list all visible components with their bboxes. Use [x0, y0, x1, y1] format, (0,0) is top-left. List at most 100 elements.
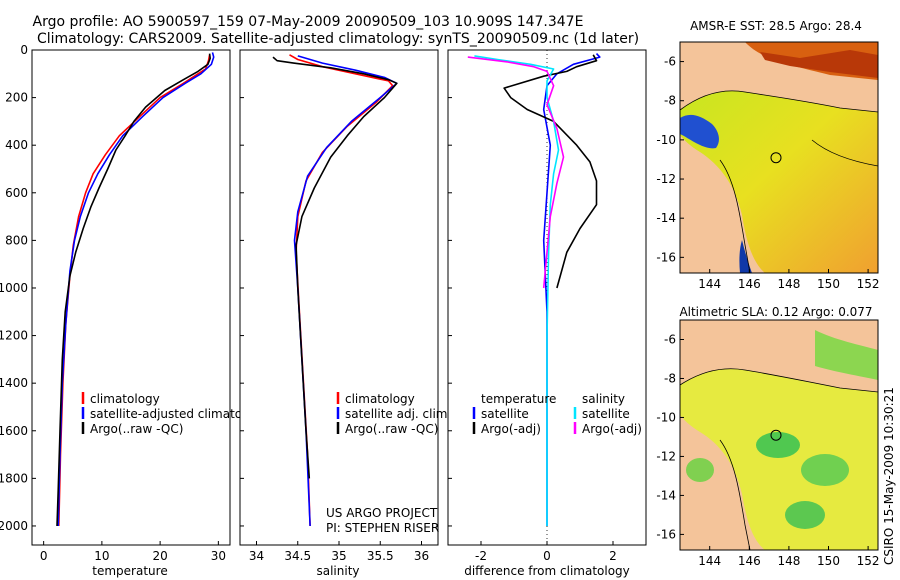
x-tick-label: 150	[817, 554, 840, 568]
y-tick-label: 1800	[0, 471, 28, 485]
sst-map-title: AMSR-E SST: 28.5 Argo: 28.4	[690, 19, 862, 33]
temperature-xlabel: temperature	[92, 564, 167, 578]
x-tick-label: 0	[40, 549, 48, 563]
salinity-series	[272, 54, 398, 527]
series-line-satellite-adjusted-climatology	[57, 52, 215, 527]
sla-map-ticks: 144 146 148 150 152 -6 -8 -10 -12 -14 -16	[656, 332, 879, 568]
csiro-timestamp: CSIRO 15-May-2009 10:30:21	[882, 387, 896, 565]
float-position-marker	[770, 152, 782, 164]
y-tick-label: 1000	[0, 281, 28, 295]
y-tick-label: -10	[656, 410, 676, 424]
x-tick-label: 148	[777, 277, 800, 291]
legend-satellite-adjusted: satellite-adjusted climatology	[90, 407, 268, 421]
y-tick-label: 1200	[0, 329, 28, 343]
x-tick-label: 146	[738, 277, 761, 291]
temperature-series	[56, 52, 215, 527]
x-tick-label: 34	[249, 549, 264, 563]
sla-eddy-west	[686, 458, 714, 482]
legend-argo: Argo(..raw -QC)	[345, 422, 438, 436]
temperature-panel: 0 10 20 30 0 200 400 600 800 1000 1200 1400 1600 1800…	[0, 43, 268, 578]
difference-legend: temperature satellite Argo(-adj) salinit…	[472, 392, 642, 436]
temperature-axes	[31, 49, 231, 546]
y-tick-label: 1600	[0, 424, 28, 438]
y-tick-label: 200	[5, 91, 28, 105]
y-tick-label: -8	[664, 371, 676, 385]
difference-series	[467, 53, 601, 526]
sst-map-panel: AMSR-E SST: 28.5 Argo: 28.4 144 146 148 150…	[656, 19, 879, 291]
legend-salinity-heading: salinity	[582, 392, 625, 406]
legend-temp-argo: Argo(-adj)	[481, 422, 541, 436]
y-tick-label: 600	[5, 186, 28, 200]
salinity-ticks: 34 34.5 35 35.5 36	[240, 49, 429, 563]
temperature-legend: climatology satellite-adjusted climatolo…	[81, 392, 268, 436]
sla-map-axes	[679, 319, 879, 551]
y-tick-label: -16	[656, 250, 676, 264]
y-tick-label: -12	[656, 172, 676, 186]
series-line-argo-raw-qc	[56, 53, 211, 527]
x-tick-label: 0	[543, 549, 551, 563]
x-tick-label: 35	[331, 549, 346, 563]
sla-eddy-south	[785, 501, 825, 529]
x-tick-label: 146	[738, 554, 761, 568]
y-tick-label: -12	[656, 449, 676, 463]
y-tick-label: -16	[656, 527, 676, 541]
legend-argo: Argo(..raw -QC)	[90, 422, 183, 436]
sst-cool-patch	[680, 114, 719, 149]
salinity-panel: 34 34.5 35 35.5 36 salinity climatology sate…	[239, 49, 451, 578]
x-tick-label: 2	[609, 549, 617, 563]
y-tick-label: -8	[664, 94, 676, 108]
legend-climatology: climatology	[345, 392, 415, 406]
x-tick-label: 20	[152, 549, 167, 563]
y-tick-label: 800	[5, 233, 28, 247]
x-tick-label: 150	[817, 277, 840, 291]
sla-map-image	[680, 320, 878, 550]
sla-map-title: Altimetric SLA: 0.12 Argo: 0.077	[679, 305, 872, 319]
y-tick-label: 400	[5, 138, 28, 152]
y-tick-label: -6	[664, 332, 676, 346]
x-tick-label: -2	[475, 549, 487, 563]
sla-north-anomaly	[815, 330, 878, 380]
header-line-1: Argo profile: AO 5900597_159 07-May-2009…	[33, 14, 584, 30]
salinity-legend: climatology satellite adj. clim. Argo(..…	[336, 392, 451, 436]
header-line-2: Climatology: CARS2009. Satellite-adjuste…	[37, 31, 639, 47]
x-tick-label: 148	[777, 554, 800, 568]
x-tick-label: 144	[698, 277, 721, 291]
legend-temperature-heading: temperature	[481, 392, 556, 406]
x-tick-label: 30	[211, 549, 226, 563]
sst-depth-contour	[719, 159, 751, 273]
sla-ocean-field	[680, 368, 878, 550]
sst-ocean-field	[680, 90, 878, 273]
difference-panel: -2 0 2 difference from climatology tempera…	[447, 49, 647, 578]
float-position-marker	[770, 429, 782, 441]
y-tick-label: 1400	[0, 376, 28, 390]
series-line-argo-raw-qc	[272, 56, 398, 479]
project-name: US ARGO PROJECT	[326, 506, 438, 520]
sla-depth-contour	[719, 439, 751, 550]
legend-satellite-adj: satellite adj. clim.	[345, 407, 451, 421]
x-tick-label: 10	[94, 549, 109, 563]
sla-map-panel: Altimetric SLA: 0.12 Argo: 0.077 144 146 1…	[656, 305, 879, 568]
x-tick-label: 36	[414, 549, 429, 563]
y-tick-label: -6	[664, 55, 676, 69]
y-tick-label: 2000	[0, 519, 28, 533]
temperature-ticks: 0 10 20 30 0 200 400 600 800 1000 1200 1400 1600 1800…	[0, 43, 226, 563]
sst-map-axes	[679, 41, 879, 274]
difference-ticks: -2 0 2	[448, 49, 617, 563]
x-tick-label: 35.5	[367, 549, 394, 563]
sla-eddy-high	[756, 432, 800, 458]
sst-map-image	[680, 42, 878, 273]
sst-map-ticks: 144 146 148 150 152 -6 -8 -10 -12 -14 -16	[656, 55, 879, 291]
x-tick-label: 152	[857, 554, 880, 568]
x-tick-label: 144	[698, 554, 721, 568]
y-tick-label: -10	[656, 133, 676, 147]
sst-coastline	[680, 90, 878, 113]
salinity-xlabel: salinity	[316, 564, 359, 578]
x-tick-label: 152	[857, 277, 880, 291]
sst-island-chain	[811, 139, 878, 167]
y-tick-label: 0	[20, 43, 28, 57]
y-tick-label: -14	[656, 488, 676, 502]
legend-climatology: climatology	[90, 392, 160, 406]
sla-eddy-east	[801, 454, 849, 486]
sla-coastline	[680, 368, 878, 393]
